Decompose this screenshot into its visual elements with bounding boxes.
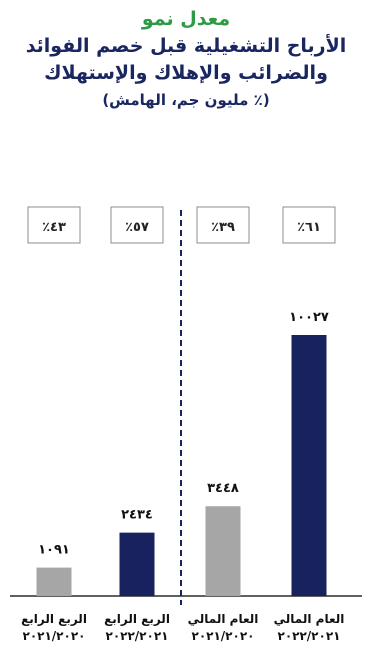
margin-label-2: ٪٥٧ xyxy=(125,220,149,235)
margin-box-2 xyxy=(110,206,164,244)
title-unit: (مليون جم، الهامش ٪) xyxy=(102,91,270,109)
value-label-1: ١٠٩١ xyxy=(38,543,70,558)
category-label-1-line2: ٢٠٢١/٢٠٢٠ xyxy=(23,629,86,643)
category-label-2-line2: ٢٠٢٢/٢٠٢١ xyxy=(106,629,169,643)
bar-4 xyxy=(291,335,327,596)
title-line-3: والضرائب والإهلاك والإستهلاك xyxy=(44,62,328,84)
margin-label-1: ٪٤٣ xyxy=(42,220,66,235)
category-label-2-line1: الربع الرابع xyxy=(104,612,170,626)
bar-1 xyxy=(36,567,72,596)
category-label-3-line2: ٢٠٢١/٢٠٢٠ xyxy=(192,629,255,643)
bar-3 xyxy=(205,506,241,596)
chart-title: معدل نمو الأرباح التشغيلية قبل خصم الفوا… xyxy=(0,6,372,114)
bar-2 xyxy=(119,532,155,596)
category-label-4-line2: ٢٠٢٢/٢٠٢١ xyxy=(278,629,341,643)
margin-label-3: ٪٣٩ xyxy=(211,220,235,235)
category-label-3-line1: العام المالي xyxy=(188,612,259,627)
margin-box-1 xyxy=(27,206,81,244)
value-label-2: ٢٤٣٤ xyxy=(121,508,153,523)
margin-box-3 xyxy=(196,206,250,244)
title-line-2: الأرباح التشغيلية قبل خصم الفوائد xyxy=(25,35,347,57)
value-label-4: ١٠٠٢٧ xyxy=(289,310,329,325)
category-label-4-line1: العام المالي xyxy=(274,612,345,627)
title-line-1: معدل نمو xyxy=(141,8,231,30)
margin-box-4 xyxy=(282,206,336,244)
margin-label-4: ٪٦١ xyxy=(297,220,321,235)
category-label-1-line1: الربع الرابع xyxy=(21,612,87,626)
value-label-3: ٣٤٤٨ xyxy=(207,481,239,496)
